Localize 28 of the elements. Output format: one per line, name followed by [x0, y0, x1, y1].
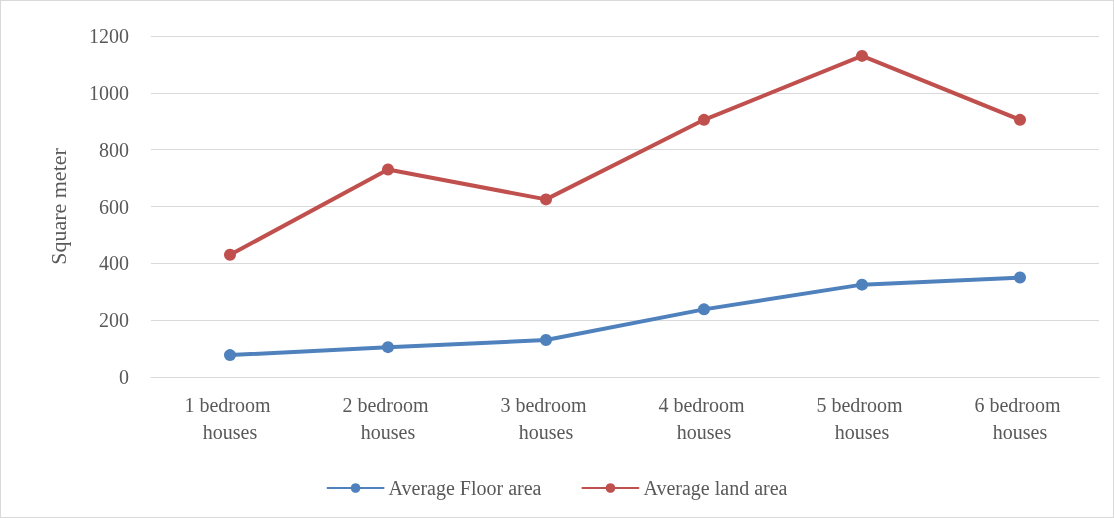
legend-label: Average land area: [643, 477, 788, 500]
point: [856, 49, 868, 62]
point: [1014, 113, 1026, 126]
y-tick-label: 200: [99, 309, 129, 332]
x-tick-label: 2 bedroom houses: [342, 393, 434, 443]
legend-label: Average Floor area: [388, 477, 542, 500]
point: [224, 349, 236, 362]
x-tick-label: 1 bedroom houses: [184, 393, 276, 443]
y-tick-label: 400: [99, 252, 129, 275]
point: [698, 113, 710, 126]
x-tick-label: 3 bedroom houses: [500, 393, 592, 443]
y-axis-title: Square meter: [45, 147, 71, 265]
point: [698, 303, 710, 316]
y-tick-label: 1200: [89, 25, 129, 47]
x-tick-label: 5 bedroom houses: [816, 393, 908, 443]
point: [856, 278, 868, 291]
x-tick-label: 4 bedroom houses: [658, 393, 750, 443]
x-tick-label: 6 bedroom houses: [974, 393, 1066, 443]
point: [224, 248, 236, 261]
y-tick-label: 1000: [89, 81, 129, 104]
y-tick-label: 800: [99, 138, 129, 161]
y-tick-label: 0: [119, 366, 129, 388]
point: [1014, 271, 1026, 284]
point: [540, 334, 552, 347]
y-tick-label: 600: [99, 195, 129, 218]
point: [382, 163, 394, 176]
point: [382, 341, 394, 354]
point: [540, 193, 552, 206]
